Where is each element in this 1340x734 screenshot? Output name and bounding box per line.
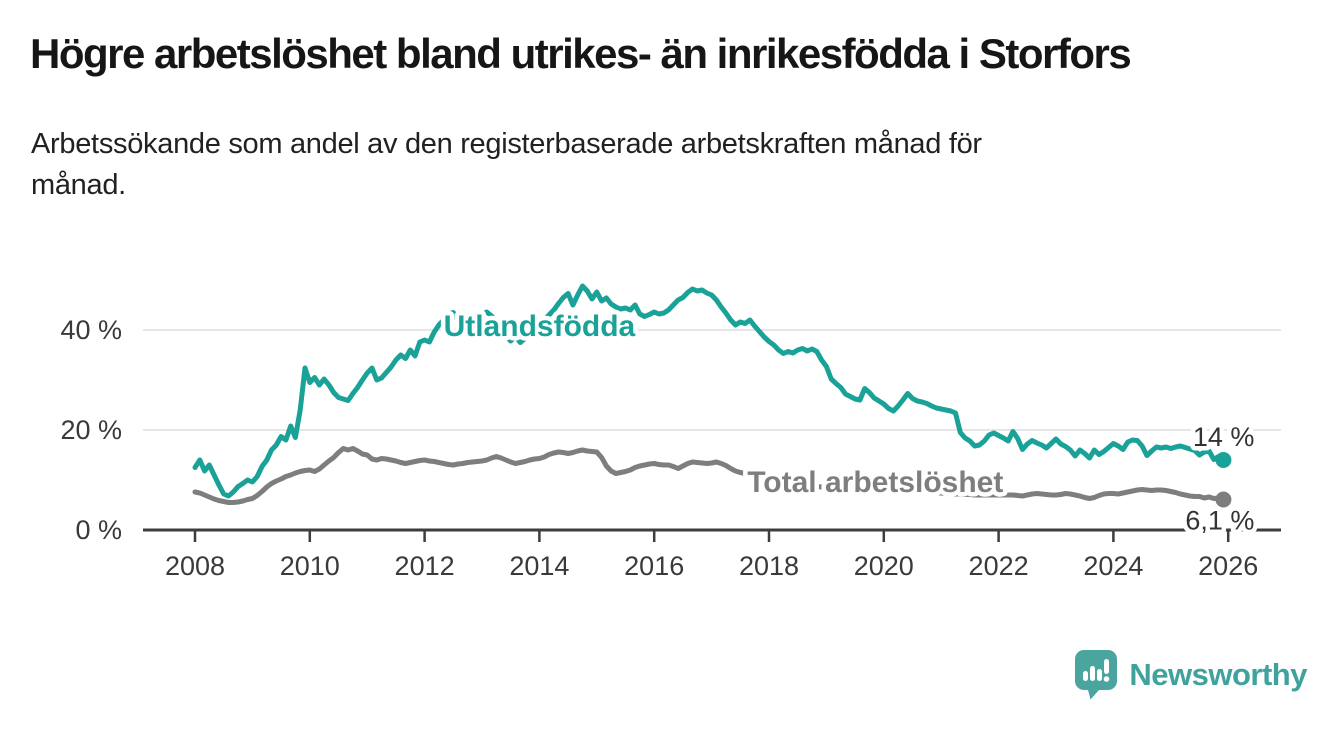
x-axis xyxy=(143,528,1281,542)
chart-subtitle-line-1: Arbetssökande som andel av den registerb… xyxy=(31,128,982,160)
chart-title: Högre arbetslöshet bland utrikes- än inr… xyxy=(30,30,1132,77)
series-end-dot-1 xyxy=(1215,491,1232,508)
logo-bar-1 xyxy=(1083,671,1089,681)
x-tick-label-2008: 2008 xyxy=(165,551,225,581)
logo-exclamation-stem xyxy=(1104,659,1110,674)
x-tick-label-2018: 2018 xyxy=(739,551,799,581)
series-end-value-0: 14 % xyxy=(1193,422,1255,452)
series-annotations: 14 % 6,1 % Utlandsfödda Total arbetslöshet xyxy=(439,306,1259,541)
x-tick-label-2010: 2010 xyxy=(280,551,340,581)
x-tick-label-2014: 2014 xyxy=(509,551,569,581)
y-tick-label-20: 20 % xyxy=(60,415,122,445)
series-end-dot-0 xyxy=(1215,452,1232,468)
series-name-label-1: Total arbetslöshet xyxy=(747,466,1003,499)
logo-exclamation-dot xyxy=(1104,676,1110,682)
newsworthy-logo: Newsworthy xyxy=(1074,649,1307,701)
gridlines xyxy=(143,329,1281,431)
data-series xyxy=(192,283,1226,505)
x-tick-label-2020: 2020 xyxy=(854,551,914,581)
y-tick-label-0: 0 % xyxy=(75,515,122,545)
axis-tick-labels: 0 % 20 % 40 % 2008 2010 2012 2014 2016 2018 2020 2… xyxy=(60,315,1258,581)
newsworthy-logo-icon xyxy=(1075,650,1118,700)
series-name-label-0: Utlandsfödda xyxy=(444,310,636,343)
x-tick-label-2016: 2016 xyxy=(624,551,684,581)
x-tick-label-2026: 2026 xyxy=(1198,551,1258,581)
logo-bar-2 xyxy=(1090,666,1096,681)
chart-subtitle: Arbetssökande som andel av den registerb… xyxy=(31,124,982,206)
series-end-value-1: 6,1 % xyxy=(1185,506,1254,536)
x-tick-label-2022: 2022 xyxy=(969,551,1029,581)
chart-subtitle-line-2: månad. xyxy=(31,169,126,201)
series-line-0 xyxy=(192,283,1226,499)
x-tick-label-2024: 2024 xyxy=(1083,551,1143,581)
y-tick-label-40: 40 % xyxy=(60,315,122,345)
logo-bar-3 xyxy=(1097,669,1103,681)
series-line-1 xyxy=(192,446,1226,505)
x-tick-label-2012: 2012 xyxy=(395,551,455,581)
brand-name: Newsworthy xyxy=(1129,657,1307,692)
